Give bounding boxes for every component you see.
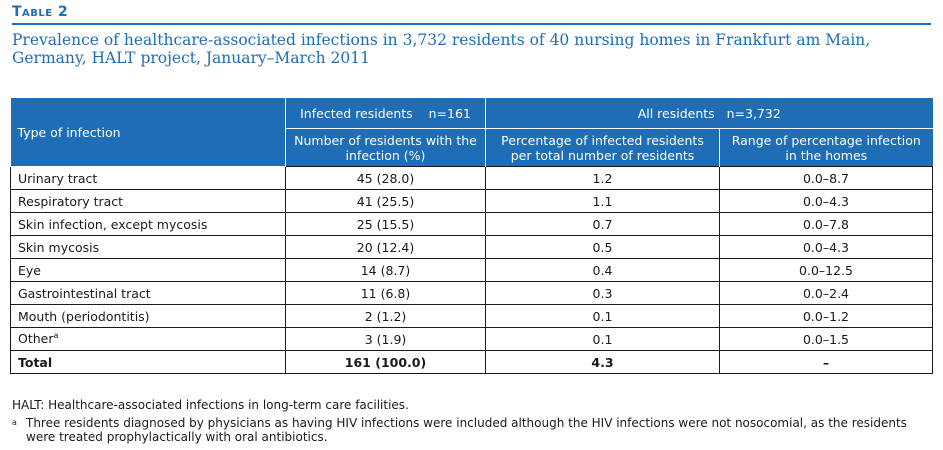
table-row: Respiratory tract 41 (25.5) 1.1 0.0–4.3 bbox=[10, 189, 933, 213]
cell-percentage: 0.1 bbox=[485, 304, 720, 328]
cell-number: 11 (6.8) bbox=[285, 281, 486, 305]
header-infected-residents: Infected residents n=161 bbox=[285, 98, 486, 129]
footnote-marker: a bbox=[53, 331, 59, 341]
footnote-abbreviation: HALT: Healthcare-associated infections i… bbox=[12, 398, 409, 412]
cell-type: Mouth (periodontitis) bbox=[10, 304, 286, 328]
cell-number: 45 (28.0) bbox=[285, 166, 486, 190]
cell-range: – bbox=[719, 350, 933, 374]
cell-type: Skin infection, except mycosis bbox=[10, 212, 286, 236]
group2-n: n=3,732 bbox=[726, 105, 781, 121]
header-range-percentage: Range of percentage infection in the hom… bbox=[719, 128, 933, 167]
cell-number: 14 (8.7) bbox=[285, 258, 486, 282]
table-caption: Prevalence of healthcare-associated infe… bbox=[12, 31, 871, 67]
header-percentage-infected: Percentage of infected residents per tot… bbox=[485, 128, 720, 167]
cell-number: 41 (25.5) bbox=[285, 189, 486, 213]
footnote-a-text: Three residents diagnosed by physicians … bbox=[26, 416, 907, 444]
cell-percentage: 1.2 bbox=[485, 166, 720, 190]
footnote-a-mark: a bbox=[12, 418, 17, 427]
cell-type: Othera bbox=[10, 327, 286, 351]
table-row: Gastrointestinal tract 11 (6.8) 0.3 0.0–… bbox=[10, 281, 933, 305]
group1-n: n=161 bbox=[428, 105, 471, 121]
table-row: Eye 14 (8.7) 0.4 0.0–12.5 bbox=[10, 258, 933, 282]
cell-range: 0.0–4.3 bbox=[719, 189, 933, 213]
footnote-a: a Three residents diagnosed by physician… bbox=[12, 416, 927, 444]
cell-type: Eye bbox=[10, 258, 286, 282]
group1-label: Infected residents bbox=[300, 105, 413, 121]
cell-type: Gastrointestinal tract bbox=[10, 281, 286, 305]
cell-number: 3 (1.9) bbox=[285, 327, 486, 351]
cell-range: 0.0–1.2 bbox=[719, 304, 933, 328]
infection-table: Type of infection Infected residents n=1… bbox=[10, 98, 933, 374]
group2-label: All residents bbox=[637, 105, 715, 121]
cell-range: 0.0–8.7 bbox=[719, 166, 933, 190]
cell-percentage: 4.3 bbox=[485, 350, 720, 374]
cell-percentage: 0.3 bbox=[485, 281, 720, 305]
cell-type: Total bbox=[10, 350, 286, 374]
cell-number: 25 (15.5) bbox=[285, 212, 486, 236]
cell-range: 0.0–12.5 bbox=[719, 258, 933, 282]
cell-type: Urinary tract bbox=[10, 166, 286, 190]
cell-percentage: 0.1 bbox=[485, 327, 720, 351]
header-type-of-infection: Type of infection bbox=[10, 98, 286, 167]
table-label: Table 2 bbox=[12, 4, 69, 20]
table-row: Mouth (periodontitis) 2 (1.2) 0.1 0.0–1.… bbox=[10, 304, 933, 328]
cell-range: 0.0–4.3 bbox=[719, 235, 933, 259]
table-row: Urinary tract 45 (28.0) 1.2 0.0–8.7 bbox=[10, 166, 933, 190]
header-number-of-residents: Number of residents with the infection (… bbox=[285, 128, 486, 167]
cell-range: 0.0–2.4 bbox=[719, 281, 933, 305]
cell-range: 0.0–7.8 bbox=[719, 212, 933, 236]
cell-type-text: Other bbox=[18, 331, 54, 347]
cell-type: Respiratory tract bbox=[10, 189, 286, 213]
total-row: Total 161 (100.0) 4.3 – bbox=[10, 350, 933, 374]
cell-percentage: 0.7 bbox=[485, 212, 720, 236]
cell-range: 0.0–1.5 bbox=[719, 327, 933, 351]
cell-percentage: 0.4 bbox=[485, 258, 720, 282]
cell-type: Skin mycosis bbox=[10, 235, 286, 259]
table-row: Skin infection, except mycosis 25 (15.5)… bbox=[10, 212, 933, 236]
table-row: Othera 3 (1.9) 0.1 0.0–1.5 bbox=[10, 327, 933, 351]
table-row: Skin mycosis 20 (12.4) 0.5 0.0–4.3 bbox=[10, 235, 933, 259]
title-rule bbox=[12, 23, 931, 25]
header-all-residents: All residents n=3,732 bbox=[485, 98, 933, 129]
cell-number: 20 (12.4) bbox=[285, 235, 486, 259]
cell-number: 161 (100.0) bbox=[285, 350, 486, 374]
cell-percentage: 0.5 bbox=[485, 235, 720, 259]
cell-percentage: 1.1 bbox=[485, 189, 720, 213]
cell-number: 2 (1.2) bbox=[285, 304, 486, 328]
